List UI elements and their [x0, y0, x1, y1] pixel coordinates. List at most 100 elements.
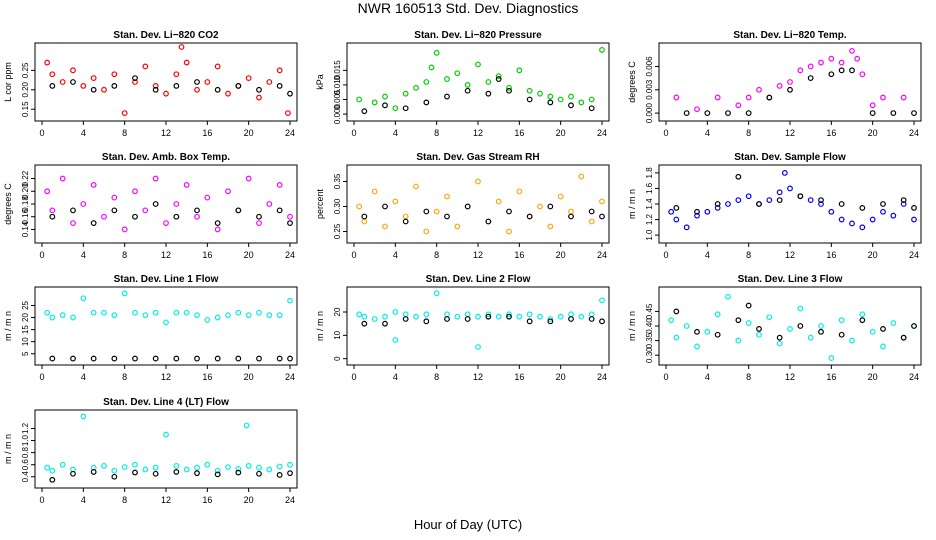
data-point — [807, 63, 814, 70]
y-tick-label: 10 — [21, 337, 30, 346]
x-tick-label: 0 — [663, 128, 668, 138]
data-point — [382, 203, 388, 210]
x-axis-title: Hour of Day (UTC) — [413, 517, 523, 532]
data-point — [402, 90, 409, 97]
data-point — [132, 461, 138, 468]
data-point — [588, 311, 595, 318]
data-point — [402, 105, 409, 112]
data-point — [475, 178, 481, 185]
x-tick-label: 24 — [285, 372, 295, 382]
data-point — [900, 197, 907, 204]
data-point — [287, 90, 293, 97]
y-tick-label: 20 — [333, 307, 342, 316]
data-point — [256, 464, 262, 471]
data-point — [178, 44, 185, 50]
data-point — [735, 337, 742, 344]
x-tick-label: 24 — [909, 128, 919, 138]
data-point — [70, 79, 76, 85]
data-point — [235, 466, 242, 472]
data-point — [90, 86, 97, 93]
data-point — [547, 203, 554, 210]
data-point — [132, 188, 138, 195]
data-point — [142, 63, 149, 70]
data-point — [204, 317, 211, 323]
data-point — [361, 320, 368, 327]
x-tick-label: 8 — [746, 250, 751, 260]
data-point — [382, 93, 388, 100]
data-point — [673, 94, 680, 101]
x-tick-label: 24 — [597, 372, 607, 382]
y-tick-label: 0.20 — [21, 183, 30, 199]
data-point — [132, 469, 138, 476]
data-point — [163, 431, 169, 438]
panel-title: Stan. Dev. Li−820 Temp. — [733, 30, 847, 41]
data-point — [745, 94, 752, 101]
data-point — [506, 313, 512, 320]
data-point — [70, 470, 76, 477]
data-point — [245, 462, 252, 469]
y-tick-label: 0.000 — [645, 103, 654, 124]
x-tick-label: 0 — [39, 250, 44, 260]
data-point — [80, 201, 87, 207]
data-point — [285, 110, 291, 117]
panel-frame — [34, 286, 298, 366]
data-point — [464, 316, 471, 322]
data-point — [673, 308, 680, 315]
data-point — [356, 96, 363, 103]
data-point — [735, 197, 742, 204]
x-tick-label: 4 — [81, 372, 86, 382]
data-point — [818, 59, 824, 66]
data-point — [454, 313, 461, 320]
data-point — [245, 175, 252, 182]
data-point — [568, 316, 574, 322]
y-axis-label: degrees C — [627, 61, 637, 103]
x-tick-label: 4 — [81, 495, 86, 505]
data-point — [807, 197, 814, 204]
x-tick-label: 24 — [285, 495, 295, 505]
data-point — [781, 169, 788, 176]
data-point — [423, 311, 430, 318]
data-point — [911, 323, 917, 329]
data-point — [694, 106, 700, 113]
data-point — [547, 93, 554, 100]
data-point — [797, 305, 804, 312]
y-tick-label: 0.005 — [333, 89, 342, 110]
panel-6: Stan. Dev. Sample Flow m / m n 0 4 8 12 16 20 24… — [627, 152, 922, 260]
data-point — [704, 208, 711, 215]
data-point — [256, 220, 262, 226]
data-point — [287, 355, 293, 362]
data-point — [776, 340, 783, 347]
data-point — [49, 207, 56, 214]
x-tick-label: 8 — [122, 495, 127, 505]
panel-4: Stan. Dev. Amb. Box Temp. degrees C 0 4 8 12 1… — [3, 152, 298, 260]
data-point — [423, 79, 430, 85]
data-point — [880, 326, 886, 332]
data-point — [557, 96, 564, 103]
data-point — [454, 70, 461, 77]
data-point — [464, 311, 471, 318]
data-point — [807, 75, 814, 82]
data-point — [70, 314, 76, 321]
x-tick-label: 0 — [39, 495, 44, 505]
data-point — [745, 302, 752, 309]
data-point — [433, 208, 440, 215]
panel-title: Stan. Dev. Li−820 Pressure — [414, 30, 542, 41]
data-point — [859, 71, 866, 78]
y-tick-label: 0.18 — [21, 196, 30, 212]
data-point — [756, 201, 762, 207]
data-point — [70, 207, 76, 214]
y-tick-label: 0.14 — [21, 221, 30, 237]
panel-3: Stan. Dev. Li−820 Temp. degrees C 0 4 8 12 16 2… — [627, 30, 922, 138]
data-point — [183, 466, 190, 473]
y-tick-label: 0.006 — [645, 56, 654, 77]
y-tick-label: 10 — [333, 330, 342, 339]
x-tick-label: 20 — [244, 495, 254, 505]
data-point — [869, 110, 876, 117]
data-point — [694, 343, 700, 350]
data-point — [111, 82, 118, 89]
x-tick-label: 12 — [473, 372, 483, 382]
data-point — [152, 309, 159, 316]
data-point — [714, 331, 721, 338]
data-point — [485, 79, 492, 85]
